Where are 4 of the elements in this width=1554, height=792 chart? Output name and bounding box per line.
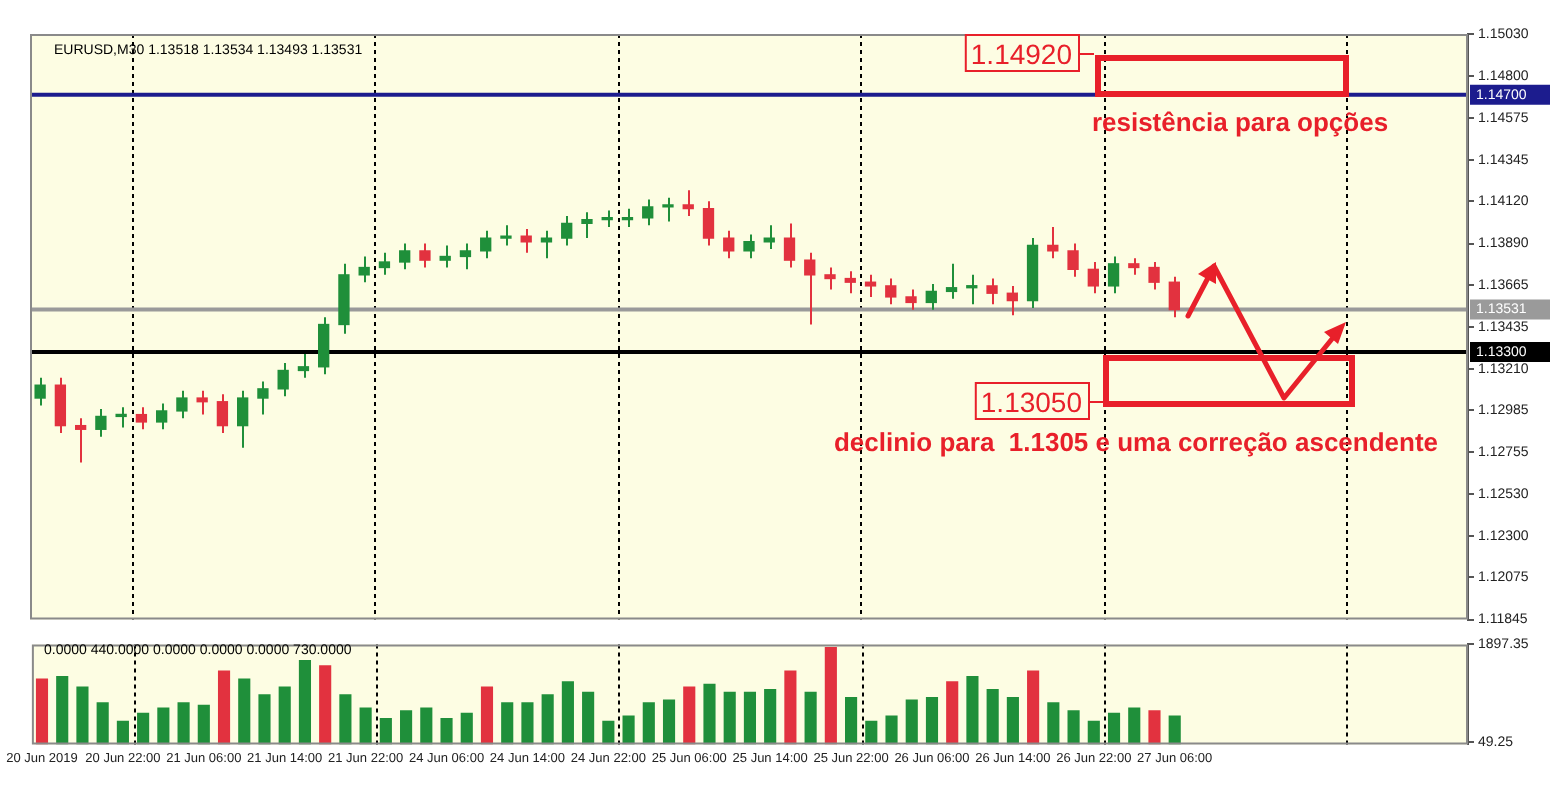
annotation: resistência para opções: [1091, 107, 1389, 138]
annotation: 1.13050: [980, 385, 1083, 418]
annotation: declinio para 1.1305 e uma correção ascendente: [833, 427, 1439, 458]
annotation: 1.14920: [970, 37, 1073, 70]
